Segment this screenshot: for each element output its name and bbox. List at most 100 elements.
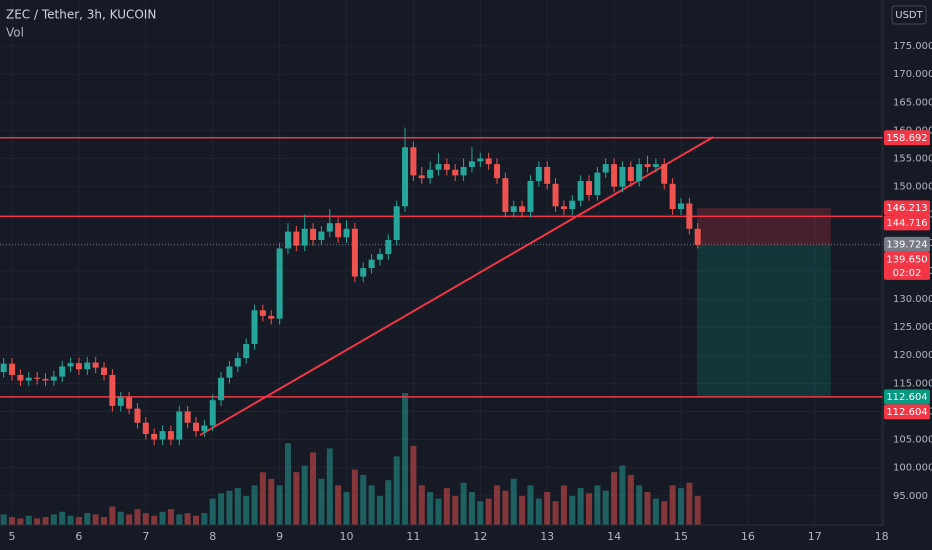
price-tag	[884, 130, 930, 146]
y-tick-label: 115.000	[893, 378, 932, 389]
candle-body	[569, 200, 576, 210]
price-tag	[884, 404, 930, 420]
candle-body	[268, 315, 275, 319]
volume-bar	[101, 517, 108, 525]
volume-bar	[385, 480, 392, 525]
volume-bar	[393, 456, 400, 525]
volume-bar	[243, 495, 250, 525]
volume-bar	[25, 515, 32, 525]
volume-layer	[0, 393, 701, 525]
candle-body	[427, 169, 434, 179]
x-tick-label: 16	[741, 530, 755, 543]
price-tag-label: 139.724	[886, 239, 927, 250]
countdown: 02:02	[893, 268, 922, 279]
candle-body	[126, 397, 133, 409]
volume-bar	[151, 515, 158, 525]
x-tick-label: 13	[540, 530, 554, 543]
volume-bar	[527, 485, 534, 525]
price-tag-label: 112.604	[886, 392, 927, 403]
candle-body	[117, 397, 124, 406]
volume-bar	[410, 445, 417, 525]
volume-bar	[218, 493, 225, 525]
volume-bar	[176, 514, 183, 525]
volume-bar	[276, 485, 283, 525]
x-tick-label: 14	[607, 530, 621, 543]
candle-body	[686, 203, 693, 229]
candle-body	[284, 231, 291, 249]
candle-body	[343, 228, 350, 238]
volume-bar	[485, 498, 492, 525]
volume-bar	[544, 492, 551, 525]
y-tick-label: 165.000	[893, 97, 932, 108]
candle-body	[318, 231, 325, 241]
volume-bar	[92, 514, 99, 525]
candle-body	[184, 411, 191, 423]
candle-body	[360, 268, 367, 277]
volume-bar	[17, 518, 24, 525]
candle-body	[25, 377, 32, 381]
candle-body	[276, 248, 283, 319]
candle-body	[652, 164, 659, 167]
candle-body	[468, 161, 475, 167]
volume-bar	[368, 485, 375, 525]
volume-bar	[636, 485, 643, 525]
volume-bar	[477, 501, 484, 525]
candle-body	[544, 166, 551, 184]
x-tick-label: 7	[142, 530, 149, 543]
candle-body	[560, 206, 567, 210]
volume-bar	[126, 514, 133, 525]
candle-body	[251, 310, 258, 345]
price-tag	[884, 200, 930, 216]
stop-zone	[697, 207, 831, 245]
volume-bar	[167, 509, 174, 525]
currency[interactable]: USDT	[895, 10, 923, 21]
volume-bar	[284, 443, 291, 525]
candle-body	[519, 206, 526, 212]
candle-body	[477, 158, 484, 162]
volume-bar	[661, 501, 668, 525]
y-tick-label: 130.000	[893, 294, 932, 305]
volume-bar	[184, 513, 191, 525]
candle-body	[368, 259, 375, 269]
price-tag	[884, 389, 930, 405]
volume-bar	[251, 485, 258, 525]
volume-bar	[343, 492, 350, 525]
candle-body	[42, 378, 49, 381]
volume-bar	[669, 485, 676, 525]
volume-bar	[602, 490, 609, 525]
volume-bar	[376, 495, 383, 525]
volume-bar	[301, 465, 308, 525]
volume-bar	[42, 517, 49, 525]
y-tick-label: 175.000	[893, 41, 932, 52]
candle-body	[510, 206, 517, 212]
volume-bar	[318, 478, 325, 525]
currency-box[interactable]	[891, 5, 927, 25]
candle-body	[485, 158, 492, 165]
candle-body	[527, 180, 534, 212]
volume-bar	[519, 495, 526, 525]
candle-body	[218, 377, 225, 401]
volume-bar	[510, 478, 517, 525]
x-tick-label: 11	[406, 530, 420, 543]
volume-bar	[468, 492, 475, 525]
target-zone	[697, 244, 831, 397]
volume-bar	[594, 485, 601, 525]
candle-layer	[0, 127, 701, 446]
price-tag-label: 158.692	[886, 133, 927, 144]
price-tag	[884, 236, 930, 252]
candle-body	[134, 408, 141, 423]
candle-body	[75, 363, 82, 370]
x-tick-label: 15	[674, 530, 688, 543]
volume-bar	[234, 488, 241, 525]
x-tick-label: 17	[808, 530, 822, 543]
volume-bar	[360, 474, 367, 525]
volume-bar	[109, 506, 116, 525]
candle-body	[151, 433, 158, 440]
candle-body	[209, 400, 216, 426]
volume-bar	[644, 492, 651, 525]
y-tick-label: 170.000	[893, 69, 932, 80]
volume-bar	[402, 393, 409, 525]
x-tick-label: 18	[875, 530, 889, 543]
candle-body	[50, 376, 57, 381]
volume-bar	[84, 513, 91, 525]
